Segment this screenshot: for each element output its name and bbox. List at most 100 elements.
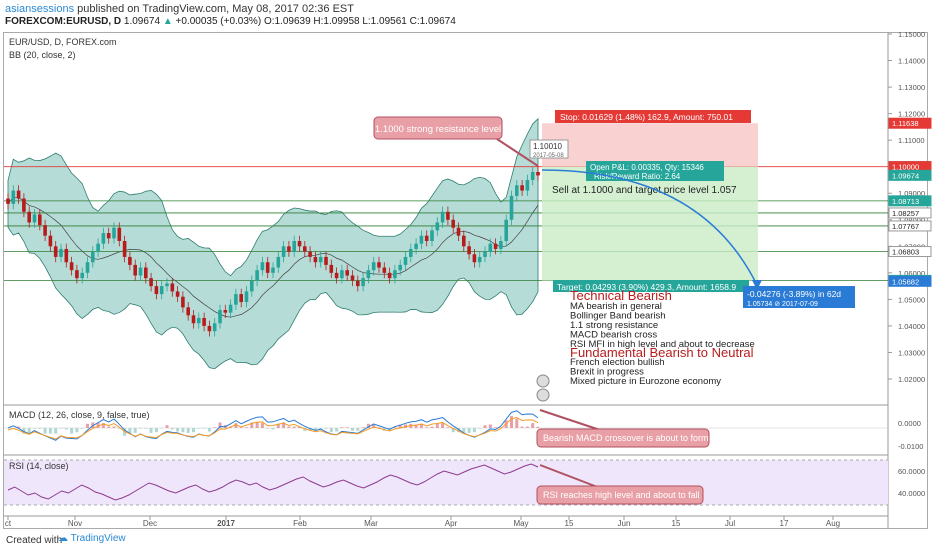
created-with: Created with — [6, 535, 63, 546]
candle-body — [64, 248, 69, 263]
candle-body — [472, 254, 477, 263]
stop-label: Stop: 0.01629 (1.48%) 162.9, Amount: 750… — [560, 112, 733, 122]
open-pnl: Open P&L: 0.00335, Qty: 15346 — [590, 163, 704, 172]
stop-label-box — [555, 110, 751, 123]
author-link[interactable]: asiansessions — [5, 3, 75, 15]
candle-body — [234, 294, 238, 305]
macd-histogram-bar — [520, 426, 524, 428]
macd-histogram-bar — [467, 428, 471, 433]
price-tick-label: 1.08000 — [898, 216, 925, 225]
candle-body — [334, 272, 339, 279]
macd-histogram-bar — [435, 423, 439, 428]
candle-body — [255, 270, 259, 281]
candle-body — [329, 264, 334, 273]
candle-body — [128, 256, 132, 265]
candle-body — [409, 248, 413, 257]
candle-body — [525, 179, 530, 191]
macd-histogram-bar — [430, 426, 434, 428]
candle-body — [260, 262, 265, 271]
price-axis: 1.15000 1.14000 1.13000 1.12000 1.11000 1.100… — [888, 30, 932, 384]
candle-body — [371, 262, 376, 271]
candle-body — [424, 235, 429, 241]
price-tick-label: 1.02000 — [898, 375, 925, 384]
macd-histogram-bar — [345, 427, 349, 428]
macd-histogram-bar — [287, 426, 291, 428]
macd-histogram-bar — [22, 428, 26, 434]
projection-curve — [541, 169, 758, 286]
macd-histogram-bar — [271, 428, 275, 430]
macd-histogram-bar — [59, 428, 63, 429]
time-tick-label: 15 — [565, 519, 574, 528]
macd-histogram-bar — [276, 423, 280, 428]
candle-body — [387, 272, 392, 279]
candle-body — [451, 219, 455, 228]
price-tag-1: 1.10010 — [533, 142, 562, 151]
macd-histogram-bar — [70, 428, 74, 434]
candle-body — [366, 270, 371, 279]
candle-body — [117, 227, 122, 241]
info-icon[interactable] — [536, 388, 550, 402]
time-tick-label: Jul — [725, 519, 735, 528]
target-label: Target: 0.04293 (3.90%) 429.3, Amount: 1… — [557, 282, 736, 292]
price-tick-label: 1.12000 — [898, 110, 925, 119]
candle-body — [493, 243, 498, 249]
candle-body — [181, 296, 185, 308]
macd-histogram-bar — [366, 423, 370, 428]
candle-body — [27, 211, 31, 223]
macd-histogram-bar — [64, 428, 68, 430]
price-tag-2: 2017-05-08 — [533, 153, 564, 159]
macd-histogram-bar — [133, 428, 137, 433]
macd-histogram-bar — [472, 428, 476, 433]
candle-body — [223, 310, 228, 313]
time-tick-label: Dec — [143, 519, 157, 528]
candle-body — [324, 256, 328, 265]
publish-line: asiansessions published on TradingView.c… — [5, 3, 354, 15]
rsi-legend: RSI (14, close) — [9, 461, 69, 471]
candle-body — [467, 246, 471, 255]
target-label-box — [553, 280, 749, 292]
candle-body — [48, 235, 53, 247]
bb-area — [7, 117, 539, 370]
candle-body — [430, 230, 434, 241]
macd-signal-line — [7, 417, 539, 440]
candle-body — [499, 241, 503, 249]
symbol-name: FOREXCOM:EURUSD, D — [5, 16, 122, 27]
analysis-item: MACD bearish cross — [570, 330, 657, 341]
candle-body — [69, 262, 74, 271]
candle-body — [456, 227, 461, 236]
macd-histogram-bar — [329, 428, 333, 433]
macd-pane: 0.0000 -0.0100 — [4, 410, 923, 451]
macd-histogram-bar — [250, 422, 254, 428]
macd-histogram-bar — [139, 428, 142, 429]
analysis-item: Brexit in progress — [570, 367, 644, 378]
info-icon[interactable] — [536, 374, 550, 388]
macd-histogram-bar — [117, 428, 121, 429]
price-label: 1.09674 — [892, 171, 919, 180]
macd-histogram-bar — [48, 428, 52, 434]
time-tick-label: Feb — [293, 519, 307, 528]
candle-body — [393, 270, 397, 279]
price-label: 1.08257 — [892, 209, 919, 218]
candle-body — [297, 241, 302, 247]
candle-body — [96, 243, 100, 252]
candle-body — [165, 283, 169, 287]
price-label: 1.07767 — [892, 222, 919, 231]
candle-body — [536, 172, 540, 176]
resistance-note-box — [373, 116, 503, 140]
candle-body — [265, 262, 270, 273]
bb-midline — [7, 196, 539, 318]
time-tick-label: 2017 — [217, 519, 235, 528]
candle-body — [59, 248, 63, 257]
macd-histogram-bar — [303, 428, 307, 431]
candle-body — [250, 280, 254, 292]
candle-body — [101, 233, 106, 244]
candle-body — [138, 267, 143, 276]
rr-ratio: Risk/Reward Ratio: 2.64 — [594, 172, 681, 181]
candle-body — [133, 264, 137, 276]
footer: Created with ☁ TradingView — [0, 530, 932, 550]
tradingview-logo[interactable]: ☁ TradingView — [58, 533, 126, 544]
macd-histogram-bar — [536, 426, 540, 428]
macd-histogram-bar — [245, 427, 248, 428]
time-tick-label: Aug — [826, 519, 840, 528]
